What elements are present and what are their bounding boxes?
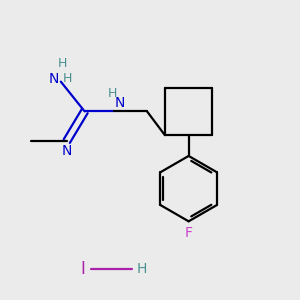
Text: N: N xyxy=(61,144,72,158)
Text: F: F xyxy=(184,226,193,240)
Text: H: H xyxy=(58,57,67,70)
Text: H: H xyxy=(62,72,72,85)
Text: N: N xyxy=(114,96,125,110)
Text: H: H xyxy=(108,87,118,100)
Text: N: N xyxy=(49,72,59,86)
Text: I: I xyxy=(80,260,85,278)
Text: H: H xyxy=(136,262,147,276)
